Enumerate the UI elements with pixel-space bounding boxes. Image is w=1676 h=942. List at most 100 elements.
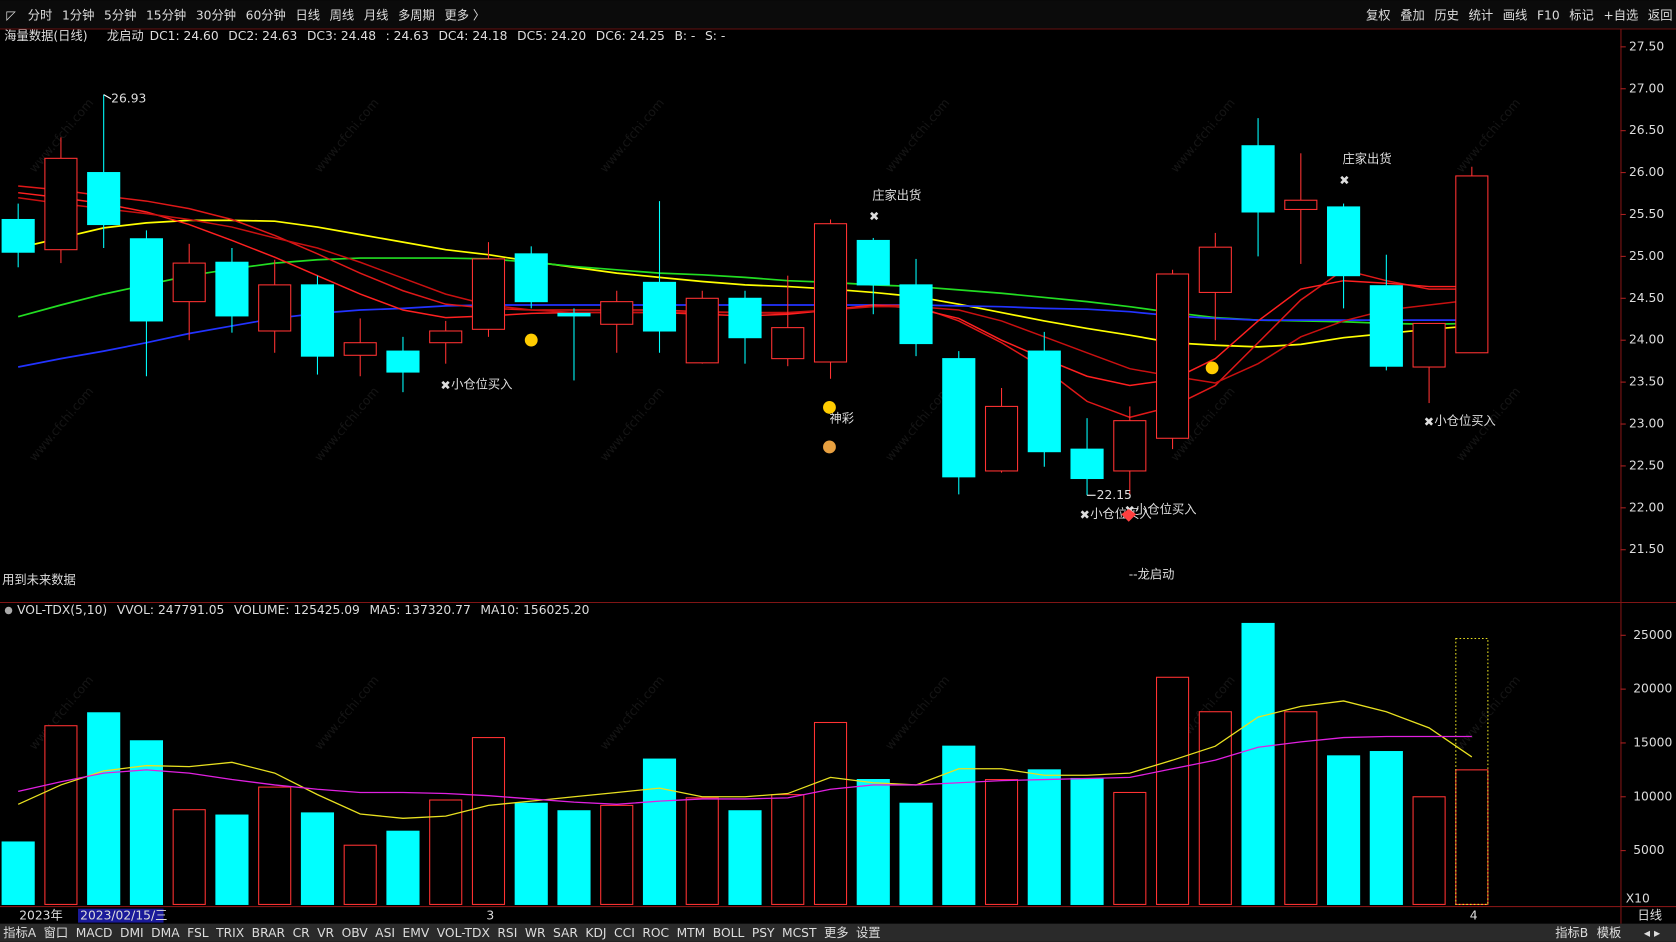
indicator-tab[interactable]: MACD [76,926,113,940]
indicator-tab[interactable]: ASI [375,926,395,940]
volume-bar [429,799,463,905]
indicator-value: MA5: 137320.77 [370,603,471,617]
period-tab[interactable]: 更多 〉 [444,9,485,23]
period-tab[interactable]: 分时 [28,9,53,23]
indicator-value: : 24.63 [386,29,429,43]
volume-bar [1369,751,1403,905]
tool-button[interactable]: 画线 [1503,9,1528,23]
diamond-icon [1121,508,1137,522]
period-tab[interactable]: 30分钟 [196,8,236,23]
volume-bar [300,812,335,905]
candle-body [215,261,249,317]
candle-body [1070,448,1104,480]
projected-volume [1455,637,1489,905]
period-tab[interactable]: 月线 [364,9,389,23]
candle-body [44,157,78,251]
indicator-tab[interactable]: KDJ [585,926,606,940]
period-tab[interactable]: 5分钟 [104,8,136,23]
emoji-icon [1205,361,1219,375]
tool-button[interactable]: +自选 [1603,9,1638,23]
signal-label: 用到未来数据 [2,572,76,587]
indicator-tab[interactable]: PSY [752,926,775,940]
scale-note: X10 [1626,892,1650,906]
indicator-value: VOLUME: 125425.09 [234,603,360,617]
indicator-tab[interactable]: DMA [151,926,180,940]
indicator-value: DC6: 24.25 [596,29,665,43]
volume-bar [685,797,719,905]
candle-body [300,284,335,357]
volume-bar [899,802,933,905]
volume-bar [129,740,164,905]
candle-body [771,327,805,360]
period-tab[interactable]: 日线 [295,9,320,23]
signal-label: 庄家出货 [1343,151,1392,166]
bottom-toolbar [0,923,1676,942]
x-axis-label: 3 [486,909,494,923]
candle-body [557,312,591,317]
indicator-tab[interactable]: 指标B [1555,925,1588,940]
tool-button[interactable]: 历史 [1434,9,1459,23]
volume-bar [642,758,677,905]
tool-button[interactable]: 返回 [1648,9,1673,23]
candle-body [1455,175,1489,354]
tool-button[interactable]: 统计 [1469,9,1494,23]
period-tab[interactable]: 1分钟 [62,8,94,23]
indicator-tab[interactable]: CR [293,926,311,940]
indicator-tab[interactable]: WR [525,926,546,940]
volume-bar [215,814,249,905]
indicator-tab[interactable]: 模板 [1597,926,1622,940]
indicator-tab[interactable]: ROC [642,926,669,940]
signal-label: --龙启动 [1129,568,1175,582]
tool-button[interactable]: F10 [1537,9,1560,23]
volume-bar [1027,769,1061,905]
candle-body [984,405,1019,472]
candle-body [942,358,976,478]
buy-marker: ✖ [1424,415,1434,429]
indicator-value: VVOL: 247791.05 [117,603,225,617]
indicator-tab[interactable]: EMV [402,926,429,940]
indicator-tab[interactable]: CCI [614,926,635,940]
indicator-tab[interactable]: 设置 [856,926,881,940]
candle-body [514,253,548,303]
candle-body [1412,322,1446,368]
indicator-tab[interactable]: FSL [187,926,209,940]
cursor-date-box [78,908,164,923]
indicator-tab[interactable]: 窗口 [44,926,69,940]
signal-label: 庄家出货 [872,187,921,202]
indicator-tab[interactable]: OBV [342,926,369,940]
indicator-tab[interactable]: VR [317,926,334,940]
indicator-tab[interactable]: VOL-TDX [437,926,491,940]
volume-bar [1155,676,1190,905]
emoji-icon [524,333,538,347]
y-tick-label: 26.50 [1629,123,1664,137]
x-axis-label: 2023年 [19,909,63,923]
top-toolbar [0,0,1676,30]
indicator-tab[interactable]: MTM [677,926,706,940]
indicator-tab[interactable]: TRIX [215,926,245,940]
indicator-tab[interactable]: 指标A [3,925,37,940]
period-tab[interactable]: 15分钟 [146,8,186,23]
candle-body [129,238,164,322]
volume-bar [1,841,35,905]
candle-body [1284,199,1318,210]
candle-body [1,218,35,253]
indicator-tab[interactable]: BOLL [713,926,745,940]
volume-bar [984,779,1019,905]
period-tab[interactable]: 多周期 [398,9,435,23]
indicator-tab[interactable]: SAR [553,926,578,940]
indicator-tab[interactable]: DMI [120,926,144,940]
indicator-tab[interactable]: RSI [497,926,517,940]
tool-button[interactable]: 复权 [1366,9,1391,23]
indicator-tab[interactable]: MCST [782,926,817,940]
indicator-tab[interactable]: 更多 [824,926,849,940]
menu-icon[interactable]: ◸ [6,9,16,23]
indicator-tab[interactable]: BRAR [252,926,286,940]
tool-button[interactable]: 标记 [1569,9,1594,23]
nav-arrows[interactable]: ◂ ▸ [1644,926,1661,940]
volume-bar [87,712,121,905]
period-tab[interactable]: 周线 [330,9,355,23]
volume-bar [386,830,420,905]
tool-button[interactable]: 叠加 [1400,9,1425,23]
volume-bar [1241,622,1275,905]
period-tab[interactable]: 60分钟 [246,8,286,23]
